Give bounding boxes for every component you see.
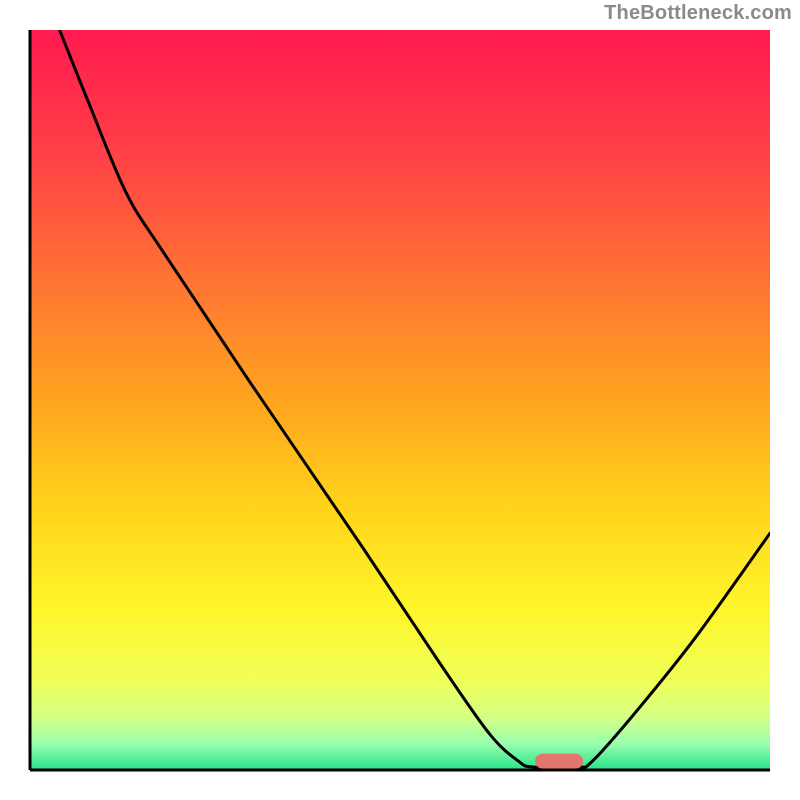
- watermark-text: TheBottleneck.com: [604, 2, 792, 25]
- optimal-marker: [535, 754, 583, 769]
- bottleneck-chart: [0, 0, 800, 800]
- gradient-background: [30, 30, 770, 770]
